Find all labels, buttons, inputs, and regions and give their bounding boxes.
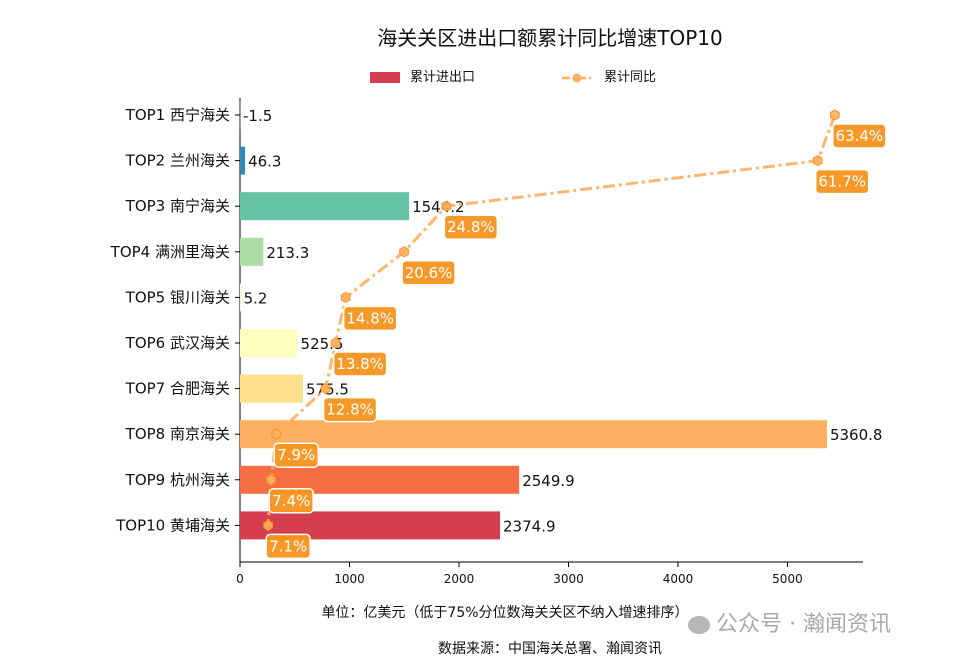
y-tick-label: TOP10 黄埔海关 (115, 516, 230, 534)
bar-value-label: 5.2 (244, 289, 268, 307)
y-tick-label: TOP3 南宁海关 (125, 197, 230, 215)
bar-value-label: 213.3 (266, 244, 309, 262)
x-tick-label: 5000 (772, 572, 803, 586)
bar-value-label: 1544.2 (412, 198, 465, 216)
bar (240, 283, 241, 312)
watermark: 公众号 · 瀚闻资讯 (688, 606, 891, 638)
growth-label-box (265, 533, 311, 560)
growth-marker (271, 428, 282, 440)
legend-swatch-bar (370, 72, 400, 83)
bar-value-label: 2549.9 (522, 472, 575, 490)
bar (240, 374, 304, 403)
growth-marker (263, 519, 274, 531)
y-tick-label: TOP2 兰州海关 (125, 152, 230, 170)
growth-label: 24.8% (447, 218, 495, 236)
growth-label-box (443, 214, 499, 240)
y-tick-label: TOP1 西宁海关 (125, 106, 230, 124)
growth-marker (320, 383, 331, 395)
x-tick-label: 2000 (444, 572, 475, 586)
growth-label: 63.4% (835, 127, 883, 145)
growth-label-box (401, 260, 456, 286)
growth-label-box (268, 488, 314, 514)
bar (240, 146, 246, 175)
growth-label-box (832, 123, 887, 149)
growth-label: 7.1% (269, 537, 307, 555)
source-note: 数据来源：中国海关总署、瀚闻资讯 (438, 641, 662, 657)
growth-marker (812, 155, 823, 167)
bar (240, 420, 827, 449)
y-tick-label: TOP5 银川海关 (125, 288, 230, 306)
x-tick-label: 4000 (663, 572, 694, 586)
bar-value-label: 2374.9 (503, 517, 555, 535)
growth-label: 13.8% (336, 355, 384, 373)
growth-label-box (332, 351, 388, 377)
y-tick-label: TOP6 武汉海关 (125, 334, 230, 352)
growth-marker (399, 246, 409, 258)
growth-label: 14.8% (346, 309, 394, 327)
chart-title: 海关关区进出口额累计同比增速TOP10 (377, 26, 723, 50)
bar (240, 192, 410, 221)
y-tick-label: TOP8 南京海关 (125, 425, 230, 443)
growth-label: 20.6% (405, 264, 453, 282)
growth-marker (829, 109, 840, 121)
growth-label: 7.4% (272, 492, 310, 510)
x-tick-label: 0 (236, 572, 244, 586)
bar (240, 329, 298, 357)
growth-marker (340, 291, 351, 303)
x-axis-label: 单位：亿美元（低于75%分位数海关关区不纳入增速排序） (321, 605, 689, 621)
growth-marker (266, 474, 277, 486)
bar-value-label: 5360.8 (830, 426, 883, 444)
legend-swatch-line (562, 73, 592, 82)
wechat-icon (688, 616, 710, 634)
growth-label-box (322, 396, 378, 423)
y-tick-label: TOP4 满洲里海关 (110, 243, 230, 261)
y-tick-label: TOP9 杭州海关 (125, 471, 230, 489)
growth-label: 12.8% (326, 401, 374, 419)
x-tick-label: 3000 (553, 572, 584, 586)
legend-item-bar: 累计进出口 (370, 66, 475, 85)
legend-label-line: 累计同比 (604, 70, 657, 85)
bar (240, 237, 264, 266)
bar (239, 101, 241, 129)
growth-label-box (273, 442, 319, 468)
growth-label-box (342, 305, 398, 332)
growth-label: 7.9% (277, 446, 315, 464)
growth-marker (441, 200, 452, 212)
bar-value-label: -1.5 (243, 107, 272, 125)
legend-label-bar: 累计进出口 (410, 70, 476, 85)
legend-item-line: 累计同比 (562, 66, 656, 85)
growth-label: 61.7% (818, 173, 866, 191)
bar-value-label: 46.3 (248, 153, 281, 171)
growth-marker (330, 337, 341, 349)
growth-label-box (814, 168, 870, 195)
x-tick-label: 1000 (334, 572, 365, 586)
y-tick-label: TOP7 合肥海关 (125, 380, 230, 398)
